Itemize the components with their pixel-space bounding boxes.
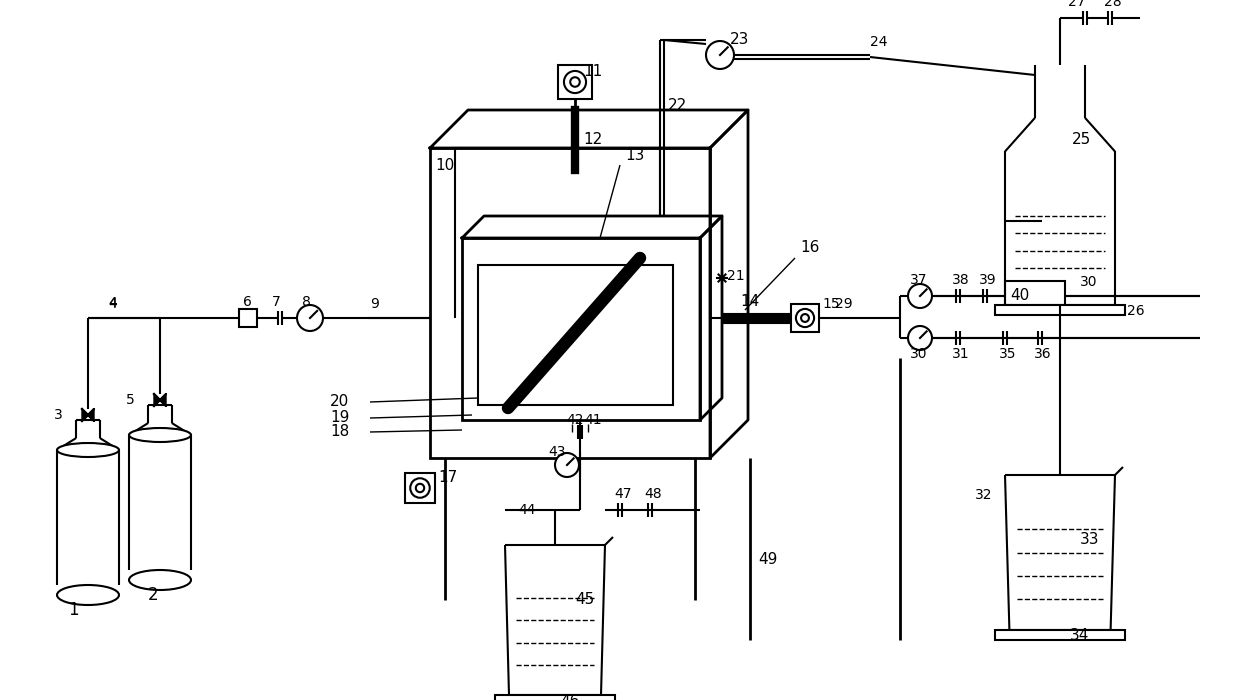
Text: 24: 24 xyxy=(870,35,888,49)
Circle shape xyxy=(908,326,932,350)
Text: 22: 22 xyxy=(668,97,687,113)
Text: 48: 48 xyxy=(644,487,662,501)
Ellipse shape xyxy=(57,443,119,457)
Ellipse shape xyxy=(129,570,191,590)
Bar xyxy=(558,65,591,99)
Text: 32: 32 xyxy=(975,488,992,502)
Text: 15: 15 xyxy=(822,297,839,311)
Text: 25: 25 xyxy=(1073,132,1091,148)
Polygon shape xyxy=(160,394,166,406)
Circle shape xyxy=(415,484,424,492)
Text: 7: 7 xyxy=(272,295,280,309)
Text: 42: 42 xyxy=(565,413,584,427)
Text: 6: 6 xyxy=(243,295,252,309)
Text: 30: 30 xyxy=(910,347,928,361)
Bar xyxy=(1004,281,1065,311)
Text: 31: 31 xyxy=(952,347,970,361)
Polygon shape xyxy=(154,394,160,406)
Polygon shape xyxy=(88,409,94,421)
Text: 38: 38 xyxy=(952,273,970,287)
Text: 19: 19 xyxy=(330,410,350,426)
Polygon shape xyxy=(82,409,88,421)
Bar xyxy=(430,148,711,458)
Polygon shape xyxy=(463,216,722,238)
Text: 23: 23 xyxy=(730,32,749,48)
Circle shape xyxy=(410,478,430,498)
Text: 21: 21 xyxy=(727,269,745,283)
Text: 8: 8 xyxy=(303,295,311,309)
Text: 14: 14 xyxy=(740,295,759,309)
Text: 46: 46 xyxy=(560,694,579,700)
Text: 35: 35 xyxy=(999,347,1017,361)
Text: 44: 44 xyxy=(518,503,536,517)
Text: 26: 26 xyxy=(1127,304,1145,318)
Text: 49: 49 xyxy=(758,552,777,568)
Circle shape xyxy=(298,305,322,331)
Text: 29: 29 xyxy=(835,297,853,311)
Text: 40: 40 xyxy=(1011,288,1029,304)
Text: 20: 20 xyxy=(330,395,350,409)
Circle shape xyxy=(908,284,932,308)
Text: 34: 34 xyxy=(1070,629,1090,643)
Bar xyxy=(477,265,673,405)
Text: 41: 41 xyxy=(584,413,601,427)
Bar xyxy=(463,238,701,420)
Circle shape xyxy=(706,41,734,69)
Text: 30: 30 xyxy=(1080,275,1097,289)
Text: 37: 37 xyxy=(910,273,928,287)
Bar xyxy=(495,695,615,700)
Text: 11: 11 xyxy=(583,64,603,80)
Ellipse shape xyxy=(129,428,191,442)
Bar xyxy=(994,630,1125,640)
Text: 10: 10 xyxy=(435,158,454,172)
Text: 18: 18 xyxy=(330,424,350,440)
Bar xyxy=(791,304,818,332)
Text: 27: 27 xyxy=(1068,0,1085,9)
Text: 5: 5 xyxy=(126,393,135,407)
Text: 45: 45 xyxy=(575,592,594,608)
Text: 2: 2 xyxy=(148,586,159,604)
Text: 33: 33 xyxy=(1080,533,1100,547)
Bar xyxy=(994,305,1125,315)
Text: 3: 3 xyxy=(55,408,63,422)
Text: 39: 39 xyxy=(980,273,997,287)
Text: 9: 9 xyxy=(370,297,379,311)
Circle shape xyxy=(801,314,808,322)
Ellipse shape xyxy=(57,585,119,605)
Text: 4: 4 xyxy=(108,297,117,311)
Text: 4: 4 xyxy=(108,296,117,310)
Circle shape xyxy=(556,453,579,477)
Text: 47: 47 xyxy=(614,487,631,501)
Bar xyxy=(405,473,435,503)
Polygon shape xyxy=(701,216,722,420)
Circle shape xyxy=(570,77,580,87)
Circle shape xyxy=(564,71,587,93)
Text: 12: 12 xyxy=(583,132,603,148)
Bar xyxy=(239,309,257,327)
Text: 17: 17 xyxy=(438,470,458,486)
Polygon shape xyxy=(430,110,748,148)
Text: 36: 36 xyxy=(1034,347,1052,361)
Text: 28: 28 xyxy=(1104,0,1122,9)
Circle shape xyxy=(796,309,815,327)
Text: 1: 1 xyxy=(68,601,78,619)
Text: 16: 16 xyxy=(800,241,820,256)
Text: 13: 13 xyxy=(625,148,645,162)
Text: 43: 43 xyxy=(548,445,565,459)
Polygon shape xyxy=(711,110,748,458)
